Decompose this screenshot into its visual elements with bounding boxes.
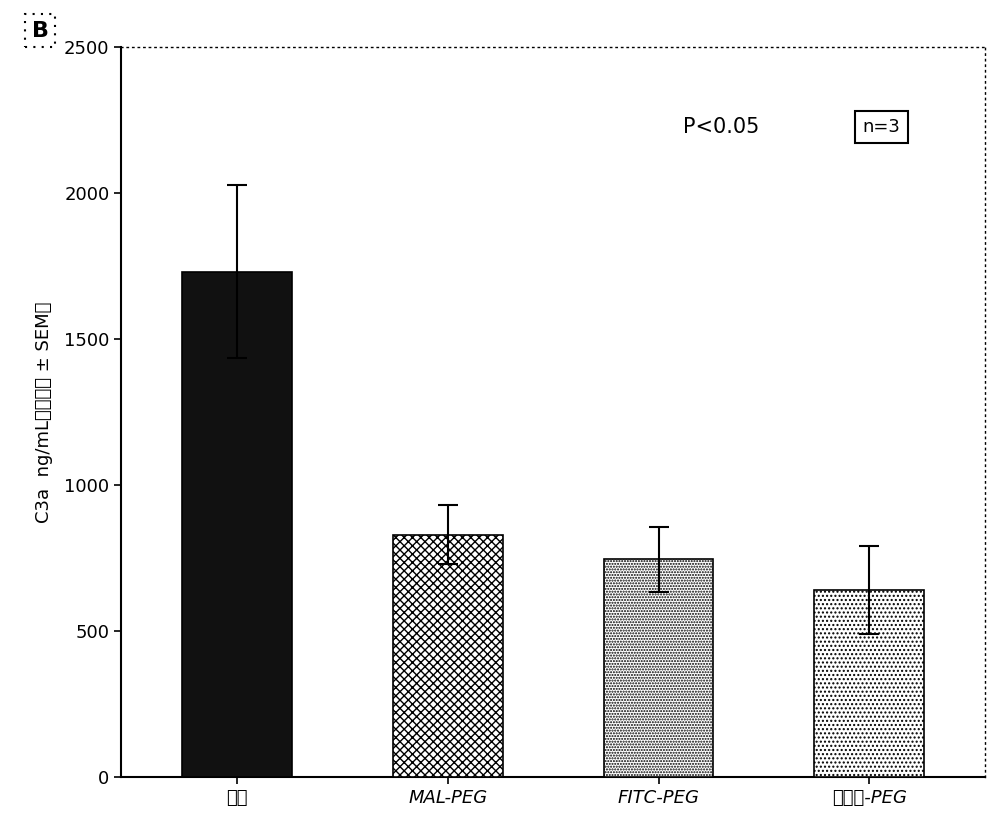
Bar — [182, 271, 292, 777]
Text: B: B — [32, 21, 48, 40]
Y-axis label: C3a  ng/mL（平均値 ± SEM）: C3a ng/mL（平均値 ± SEM） — [35, 301, 53, 523]
Bar — [604, 560, 713, 777]
Text: P<0.05: P<0.05 — [683, 117, 759, 137]
Bar — [393, 534, 503, 777]
Bar — [814, 590, 924, 777]
Text: n=3: n=3 — [862, 118, 900, 136]
